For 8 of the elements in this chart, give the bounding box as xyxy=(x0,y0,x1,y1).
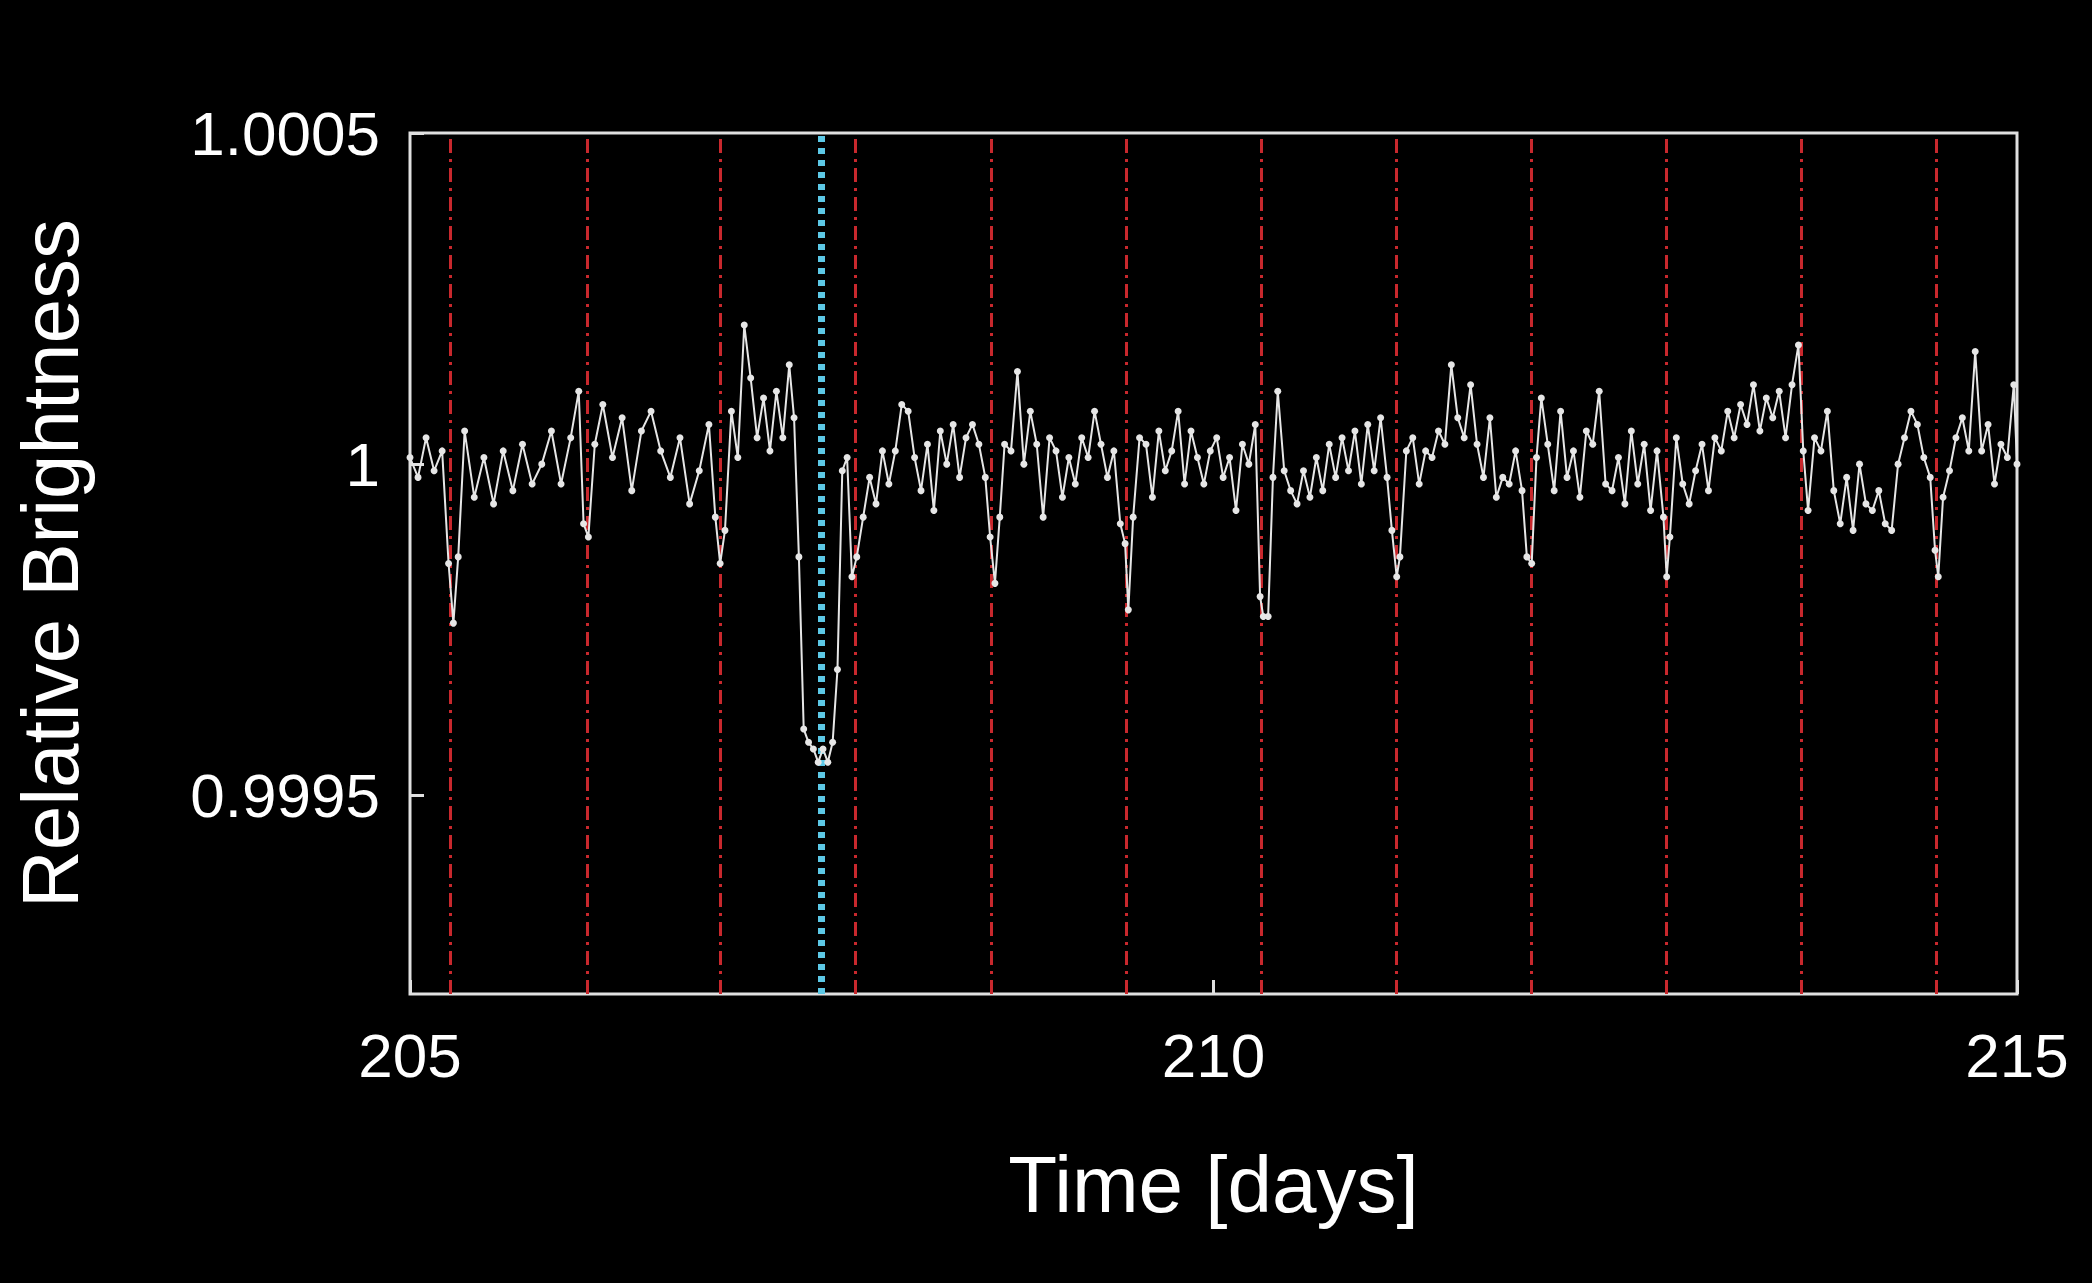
y-axis-title: Relative Brightness xyxy=(5,218,95,909)
x-axis-title: Time [days] xyxy=(1008,1139,1419,1229)
y-tick-label: 0.9995 xyxy=(190,760,380,830)
y-tick-label: 1 xyxy=(345,429,380,499)
x-tick-label: 210 xyxy=(1161,1020,1266,1090)
x-tick-label: 205 xyxy=(358,1020,462,1090)
x-tick-label: 215 xyxy=(1965,1020,2069,1090)
y-tick-label: 1.0005 xyxy=(190,98,380,168)
